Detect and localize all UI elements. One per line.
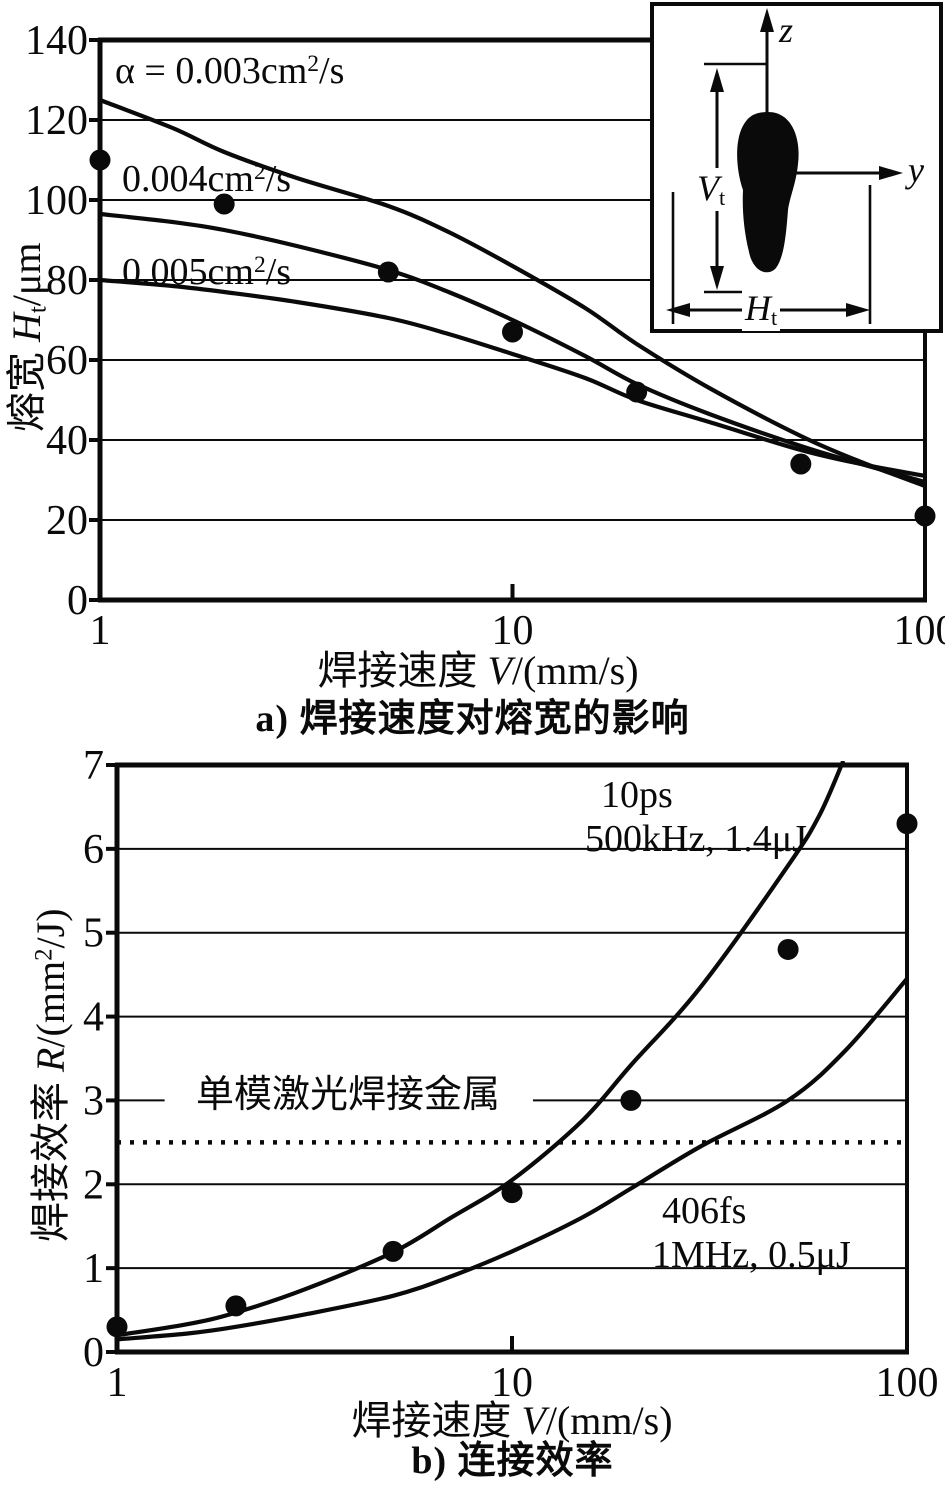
y-tick-label-0: 0 — [67, 578, 88, 624]
caption-text: a) 焊接速度对熔宽的影响 — [255, 698, 690, 740]
curve-label-text: α = 0.003cm — [115, 50, 308, 92]
inset-vt-label: Vt — [694, 168, 729, 211]
axis-unit: /J) — [28, 908, 73, 949]
data-point — [501, 1182, 523, 1204]
data-point — [213, 193, 235, 215]
inset-box — [650, 2, 943, 333]
y-tick-label-3: 3 — [83, 1078, 104, 1124]
data-point — [790, 453, 812, 475]
y-tick-label-4: 4 — [83, 995, 104, 1041]
x-tick-label-100: 100 — [876, 1360, 939, 1406]
axis-unit: /μm — [4, 242, 49, 307]
axis-symbol: V — [521, 1398, 546, 1443]
data-point — [620, 1089, 642, 1111]
y-tick-label-60: 60 — [46, 338, 88, 384]
axis-title-x-chart-b: 焊接速度 V/(mm/s) — [152, 1398, 872, 1444]
axis-unit: /(mm/s) — [545, 1398, 673, 1443]
y-tick-label-100: 100 — [25, 178, 88, 224]
y-tick-label-20: 20 — [46, 498, 88, 544]
y-tick-label-7: 7 — [83, 743, 104, 789]
curve-label-text: /s — [265, 158, 292, 200]
axis-symbol: H — [4, 313, 49, 342]
dimension-symbol: V — [697, 168, 719, 208]
inset-z-axis-label: z — [779, 10, 794, 50]
threshold-label: 单模激光焊接金属 — [196, 1074, 501, 1116]
y-tick-label-1: 1 — [83, 1246, 104, 1292]
x-tick-label-1: 1 — [90, 608, 111, 654]
axis-title-x-chart-a: 焊接速度 V/(mm/s) — [148, 648, 808, 694]
axis-symbol: R — [28, 1047, 73, 1072]
curve-label-alpha-0.005: 0.005cm2/s — [122, 251, 291, 295]
superscript: 2 — [30, 948, 58, 961]
series-label-line1: 10ps — [601, 774, 673, 816]
inset-ht-label: Ht — [742, 288, 781, 331]
y-tick-label-40: 40 — [46, 418, 88, 464]
data-point — [626, 381, 648, 403]
inset-melt-pool — [737, 112, 799, 273]
axis-unit: /(mm/s) — [511, 648, 639, 693]
axis-title-text: 焊接速度 — [317, 648, 488, 693]
axis-title-text: 焊接效率 — [28, 1072, 73, 1242]
subscript: t — [24, 306, 52, 314]
inset-vt-arrowhead-bottom — [710, 266, 724, 290]
superscript: 2 — [253, 159, 266, 186]
curve-alpha-0.003 — [99, 98, 926, 488]
curve-label-alpha-0.003: α = 0.003cm2/s — [115, 50, 344, 94]
axis-unit: /(mm — [28, 960, 73, 1048]
data-point — [225, 1295, 247, 1317]
y-tick-label-140: 140 — [25, 18, 88, 64]
inset-ht-arrowhead-left — [666, 303, 690, 317]
x-tick-label-10: 10 — [492, 608, 534, 654]
data-point — [377, 261, 399, 283]
data-point — [777, 938, 799, 960]
subscript: t — [771, 304, 778, 330]
axis-title-text: 焊接速度 — [351, 1398, 522, 1443]
subscript: t — [719, 184, 726, 210]
caption-chart-b: b) 连接效率 — [40, 1440, 945, 1484]
y-tick-label-0: 0 — [83, 1330, 104, 1376]
axis-symbol: V — [487, 648, 512, 693]
series-label-line2: 500kHz, 1.4μJ — [585, 817, 807, 860]
series-label-line1: 406fs — [662, 1190, 747, 1232]
x-tick-label-100: 100 — [894, 608, 945, 654]
curve-label-text: /s — [319, 50, 345, 92]
y-tick-label-80: 80 — [46, 258, 88, 304]
inset-ht-arrowhead-right — [846, 303, 870, 317]
y-tick-label-120: 120 — [25, 98, 88, 144]
inset-y-arrowhead — [879, 166, 903, 180]
x-tick-label-1: 1 — [107, 1360, 128, 1406]
curve-alpha-0.005 — [99, 277, 926, 479]
axis-title-y-chart-b: 焊接效率 R/(mm2/J) — [28, 908, 74, 1242]
curve-406fs — [116, 977, 909, 1342]
x-tick-label-10: 10 — [491, 1360, 533, 1406]
dimension-symbol: H — [745, 288, 771, 328]
caption-chart-a: a) 焊接速度对熔宽的影响 — [0, 698, 945, 742]
series-label-10ps: 10ps 500kHz, 1.4μJ — [585, 774, 807, 861]
curve-label-text: /s — [265, 251, 292, 293]
caption-text: b) 连接效率 — [411, 1440, 614, 1482]
series-label-406fs: 406fs 1MHz, 0.5μJ — [652, 1190, 851, 1277]
axis-title-text: 熔宽 — [4, 342, 49, 432]
y-tick-label-5: 5 — [83, 911, 104, 957]
inset-y-axis-label: y — [908, 150, 924, 190]
inset-vt-arrowhead-top — [710, 68, 724, 92]
superscript: 2 — [253, 252, 266, 279]
axis-title-y-chart-a: 熔宽 Ht/μm — [4, 243, 53, 432]
superscript: 2 — [307, 51, 320, 78]
curve-label-text: 0.005cm — [122, 251, 254, 293]
series-label-line2: 1MHz, 0.5μJ — [652, 1233, 851, 1276]
curve-label-alpha-0.004: 0.004cm2/s — [122, 158, 291, 202]
y-tick-label-2: 2 — [83, 1162, 104, 1208]
data-point — [382, 1240, 404, 1262]
curve-label-text: 0.004cm — [122, 158, 254, 200]
curve-alpha-0.004 — [99, 211, 926, 485]
y-tick-label-6: 6 — [83, 827, 104, 873]
data-point — [502, 321, 523, 343]
inset-z-arrowhead — [760, 8, 774, 32]
